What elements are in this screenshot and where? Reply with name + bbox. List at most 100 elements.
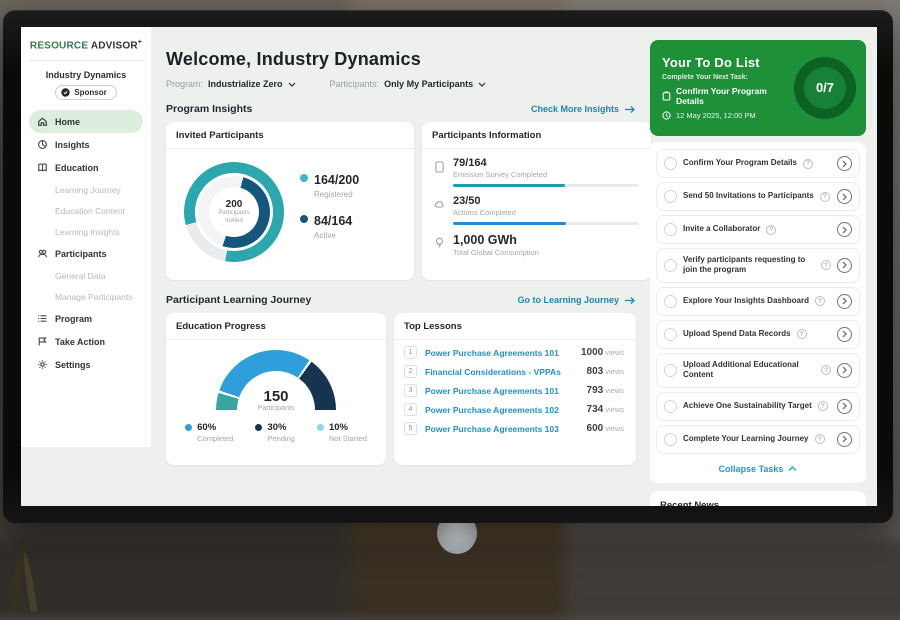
todo-title: Your To Do List: [662, 55, 760, 70]
help-icon[interactable]: ?: [821, 260, 831, 271]
lesson-link[interactable]: Power Purchase Agreements 103: [425, 423, 559, 434]
sidebar-item-education[interactable]: Education: [29, 156, 143, 179]
task-row-upload-spend-data[interactable]: Upload Spend Data Records ?: [656, 319, 860, 349]
check-more-insights-link[interactable]: Check More Insights: [531, 104, 636, 114]
task-open-button[interactable]: [837, 257, 852, 273]
sidebar-item-label: Participants: [55, 248, 107, 259]
lesson-rank: 1: [404, 346, 417, 359]
task-checkbox[interactable]: [664, 190, 677, 203]
task-checkbox[interactable]: [664, 327, 677, 341]
sidebar-item-manage-participants[interactable]: Manage Participants: [29, 286, 143, 307]
program-dropdown[interactable]: Program: Industrialize Zero: [166, 79, 296, 89]
settings-gear-icon: [37, 359, 48, 370]
legend-dot-registered: [300, 174, 308, 182]
task-open-button[interactable]: [837, 362, 852, 378]
help-icon[interactable]: ?: [802, 158, 813, 169]
donut-center-label: Participants: [218, 210, 250, 216]
task-label: Invite a Collaborator: [683, 224, 761, 234]
task-checkbox[interactable]: [664, 258, 677, 272]
sidebar-item-education-content[interactable]: Education Content: [29, 200, 143, 221]
legend-label: Completed: [197, 434, 234, 443]
page-title: Welcome, Industry Dynamics: [166, 49, 421, 69]
help-icon[interactable]: ?: [796, 329, 807, 340]
task-checkbox[interactable]: [664, 223, 677, 236]
task-open-button[interactable]: [837, 293, 852, 309]
recent-news-card: Recent News: [650, 490, 866, 506]
task-row-achieve-target[interactable]: Achieve One Sustainability Target ?: [656, 391, 860, 421]
participants-information-card: Participants Information 79/164 Emission…: [422, 122, 651, 280]
legend-value: 30%: [267, 422, 287, 433]
task-row-invite-collaborator[interactable]: Invite a Collaborator ?: [656, 215, 860, 244]
help-icon[interactable]: ?: [821, 365, 831, 376]
help-icon[interactable]: ?: [819, 191, 830, 202]
sidebar-item-home[interactable]: Home: [29, 110, 143, 134]
dashboard-screen: RESOURCE ADVISOR+ Industry Dynamics Spon…: [21, 27, 877, 506]
todo-task-list: Confirm Your Program Details ? Send 50 I…: [650, 142, 866, 483]
task-row-upload-educational-content[interactable]: Upload Additional Educational Content ?: [656, 352, 860, 388]
gauge-legend: 60% Completed 30% Pending 10% Not Starte…: [185, 422, 367, 443]
lesson-rank: 3: [404, 384, 417, 397]
collapse-tasks-link[interactable]: Collapse Tasks: [656, 458, 860, 478]
help-icon[interactable]: ?: [814, 434, 825, 445]
sidebar-item-label: General Data: [55, 270, 106, 281]
donut-center-label: Invited: [225, 217, 243, 224]
lesson-row: 2 Financial Considerations - VPPAs 803 vi…: [394, 359, 636, 378]
task-open-button[interactable]: [837, 222, 852, 237]
sidebar-item-label: Manage Participants: [55, 291, 133, 302]
lesson-row: 1 Power Purchase Agreements 101 1000 view…: [394, 340, 636, 359]
legend-active: 84/164 Active: [300, 212, 359, 240]
take-action-icon: [37, 336, 48, 347]
task-open-button[interactable]: [837, 326, 852, 342]
lesson-link[interactable]: Financial Considerations - VPPAs: [425, 366, 561, 377]
sidebar-item-settings[interactable]: Settings: [29, 353, 143, 376]
lesson-link[interactable]: Power Purchase Agreements 101: [425, 385, 559, 396]
lesson-row: 5 Power Purchase Agreements 103 600 views: [394, 416, 636, 435]
task-checkbox[interactable]: [664, 294, 677, 308]
help-icon[interactable]: ?: [814, 296, 825, 307]
card-title: Education Progress: [166, 313, 386, 340]
task-row-send-invitations[interactable]: Send 50 Invitations to Participants ?: [656, 182, 860, 211]
task-checkbox[interactable]: [664, 399, 677, 413]
progress-track: [453, 184, 639, 187]
participants-dropdown[interactable]: Participants: Only My Participants: [330, 79, 487, 89]
task-open-button[interactable]: [837, 189, 852, 204]
sidebar-item-learning-insights[interactable]: Learning Insights: [29, 221, 143, 242]
task-row-confirm-program[interactable]: Confirm Your Program Details ?: [656, 149, 860, 178]
app-logo: RESOURCE ADVISOR+: [29, 39, 143, 62]
task-label: Upload Additional Educational Content: [683, 359, 799, 380]
sidebar-item-program[interactable]: Program: [29, 307, 143, 330]
todo-next-task: Confirm Your Program Details: [676, 86, 767, 106]
task-open-button[interactable]: [837, 156, 852, 171]
task-checkbox[interactable]: [664, 363, 677, 377]
sidebar-item-take-action[interactable]: Take Action: [29, 330, 143, 353]
help-icon[interactable]: ?: [817, 401, 828, 412]
task-open-button[interactable]: [837, 431, 852, 447]
lesson-link[interactable]: Power Purchase Agreements 102: [425, 404, 559, 415]
sidebar-item-general-data[interactable]: General Data: [29, 265, 143, 286]
sidebar-item-learning-journey[interactable]: Learning Journey: [29, 179, 143, 200]
sidebar-item-insights[interactable]: Insights: [29, 133, 143, 156]
task-checkbox[interactable]: [664, 432, 677, 446]
legend-dot-completed: [185, 424, 193, 431]
task-row-complete-learning-journey[interactable]: Complete Your Learning Journey ?: [656, 424, 860, 454]
task-checkbox[interactable]: [664, 157, 677, 170]
views-unit: views: [605, 424, 624, 433]
education-icon: [37, 162, 48, 173]
survey-icon: [434, 161, 445, 187]
journey-cards: Education Progress 150 Participants 60% …: [166, 313, 636, 465]
learning-journey-header: Participant Learning Journey Go to Learn…: [166, 294, 636, 306]
lesson-link[interactable]: Power Purchase Agreements 101: [425, 347, 559, 358]
sidebar-item-participants[interactable]: Participants: [29, 242, 143, 265]
recent-news-title: Recent News: [660, 499, 720, 506]
chevron-down-icon: [288, 82, 296, 87]
education-progress-gauge-chart: 150 Participants: [216, 350, 336, 412]
task-row-verify-participants[interactable]: Verify participants requesting to join t…: [656, 248, 860, 283]
participants-icon: [37, 248, 48, 259]
go-to-learning-journey-link[interactable]: Go to Learning Journey: [517, 295, 636, 305]
task-open-button[interactable]: [837, 398, 852, 414]
lesson-rank: 4: [404, 403, 417, 416]
link-label: Check More Insights: [530, 104, 619, 114]
task-row-explore-insights[interactable]: Explore Your Insights Dashboard ?: [656, 286, 860, 316]
legend-registered: 164/200 Registered: [300, 171, 359, 199]
help-icon[interactable]: ?: [766, 224, 777, 235]
